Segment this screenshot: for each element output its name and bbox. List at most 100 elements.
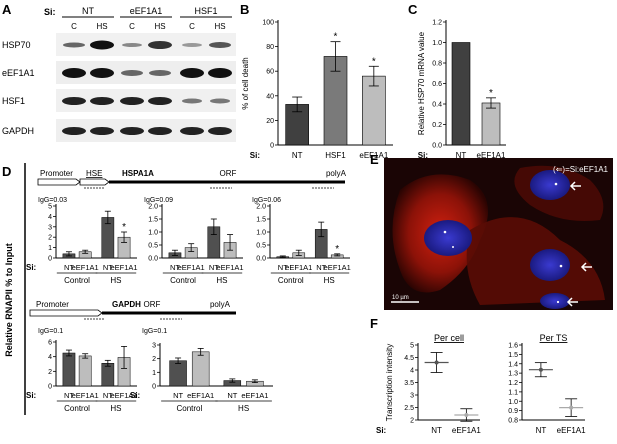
- gene-name-hspa1a: HSPA1A: [122, 169, 154, 178]
- significance-asterisk: *: [335, 244, 339, 255]
- y-tick-label: 5: [48, 204, 52, 211]
- y-tick-label: 80: [266, 44, 274, 51]
- y-tick-label: 40: [266, 93, 274, 100]
- si-label: Si:: [130, 391, 140, 400]
- blot-band: [90, 68, 114, 78]
- y-tick-label: 4: [48, 354, 52, 361]
- category-label: eEF1A1: [216, 263, 243, 272]
- y-tick-label: 0: [152, 384, 156, 391]
- gene-body: [109, 180, 345, 184]
- category-label: eEF1A1: [557, 426, 586, 435]
- y-tick-label: 1: [152, 370, 156, 377]
- group-label: Control: [176, 404, 202, 413]
- lane-label: HS: [96, 22, 107, 31]
- nucleus: [530, 170, 570, 200]
- y-tick-label: 4: [48, 214, 52, 221]
- igg-label: IgG=0.09: [144, 197, 173, 204]
- blot-band: [120, 127, 144, 135]
- group-label-eef1a1: eEF1A1: [130, 6, 163, 16]
- y-tick-label: 1.6: [508, 343, 518, 350]
- category-label: eEF1A1: [110, 391, 137, 400]
- blot-band: [182, 43, 202, 47]
- y-tick-label: 0.0: [432, 143, 442, 150]
- category-label: eEF1A1: [187, 391, 214, 400]
- y-tick-label: 2: [48, 235, 52, 242]
- chart-title: Per cell: [434, 333, 464, 343]
- chart-d5: 0 1 2 3 NT eEF1A1 NT eEF1A1 Si: Control HS IgG=0.1: [130, 328, 273, 413]
- gene-body: [102, 311, 236, 315]
- igg-label: IgG=0.03: [38, 197, 67, 204]
- category-label: NT: [278, 263, 288, 272]
- y-tick-label: 1.5: [256, 217, 266, 224]
- promoter-arrow: [37, 178, 81, 186]
- panel-letter-d: D: [2, 164, 11, 179]
- blot-band: [148, 127, 172, 135]
- blot-band: [208, 127, 232, 135]
- y-tick-label: 6: [48, 340, 52, 347]
- y-tick-label: 1.3: [508, 371, 518, 378]
- blot-strip: [56, 89, 236, 112]
- blot-band: [148, 97, 172, 105]
- group-label: Control: [170, 276, 196, 285]
- y-tick-label: 0: [48, 384, 52, 391]
- category-label: NT: [456, 151, 467, 160]
- group-label: Control: [278, 276, 304, 285]
- transcription-site: [443, 230, 447, 234]
- si-label: Si:: [418, 151, 428, 160]
- chart-b: 0 20 40 60 80 100 NT * HSF1 * eEF1A1 Si: % of cell d…: [241, 20, 393, 160]
- y-tick-label: 0.5: [256, 243, 266, 250]
- panel-d-diagrams: Relative RNAPII % to Input Promoter HSE …: [4, 163, 347, 415]
- y-tick-label: 1.0: [256, 230, 266, 237]
- arrow-icon-group: [566, 181, 592, 307]
- data-point: [434, 360, 439, 365]
- y-tick-label: 0.5: [148, 243, 158, 250]
- igg-label: IgG=0.06: [252, 197, 281, 204]
- lane-label: C: [71, 22, 77, 31]
- transcription-site: [559, 264, 563, 268]
- category-label: NT: [227, 391, 237, 400]
- category-label: eEF1A1: [110, 263, 137, 272]
- y-tick-label: 0.9: [508, 408, 518, 415]
- y-tick-label: 1.2: [508, 380, 518, 387]
- orf-label: ORF: [220, 169, 237, 178]
- y-tick-label: 0.8: [508, 418, 518, 425]
- blot-band: [209, 42, 231, 48]
- blot-band: [208, 68, 232, 78]
- blot-band: [148, 41, 172, 49]
- orf-label: ORF: [144, 300, 161, 309]
- panel-letter-f: F: [370, 316, 378, 331]
- y-tick-label: 1.0: [148, 230, 158, 237]
- si-label: Si:: [376, 426, 386, 435]
- category-label: NT: [64, 391, 74, 400]
- blot-band: [90, 97, 114, 105]
- category-label: eEF1A1: [477, 151, 506, 160]
- microscopy-legend: (⇐)=Si:eEF1A1: [553, 165, 608, 174]
- group-label: Control: [64, 404, 90, 413]
- significance-asterisk: *: [334, 32, 338, 43]
- transcription-site: [452, 246, 454, 248]
- category-label: HSF1: [325, 151, 346, 160]
- polya-label: polyA: [210, 300, 231, 309]
- blot-band: [210, 98, 230, 104]
- blot-band: [90, 127, 114, 135]
- si-label: Si:: [26, 263, 36, 272]
- y-axis-label: Transcription intensity: [385, 344, 394, 422]
- group-label: HS: [324, 276, 335, 285]
- category-label: NT: [173, 391, 183, 400]
- y-tick-label: 0: [270, 143, 274, 150]
- chart-title: Per TS: [540, 333, 568, 343]
- lane-label: C: [129, 22, 135, 31]
- blot-row-label: GAPDH: [2, 126, 34, 136]
- nucleus: [540, 293, 570, 309]
- blot-band: [180, 127, 204, 135]
- y-tick-label: 2.0: [148, 204, 158, 211]
- group-label-nt: NT: [82, 6, 94, 16]
- bar: [62, 352, 76, 387]
- y-tick-label: 2: [410, 418, 414, 425]
- blot-band: [180, 68, 204, 78]
- y-tick-label: 4.5: [404, 355, 414, 362]
- category-label: NT: [209, 263, 219, 272]
- y-tick-label: 3: [48, 224, 52, 231]
